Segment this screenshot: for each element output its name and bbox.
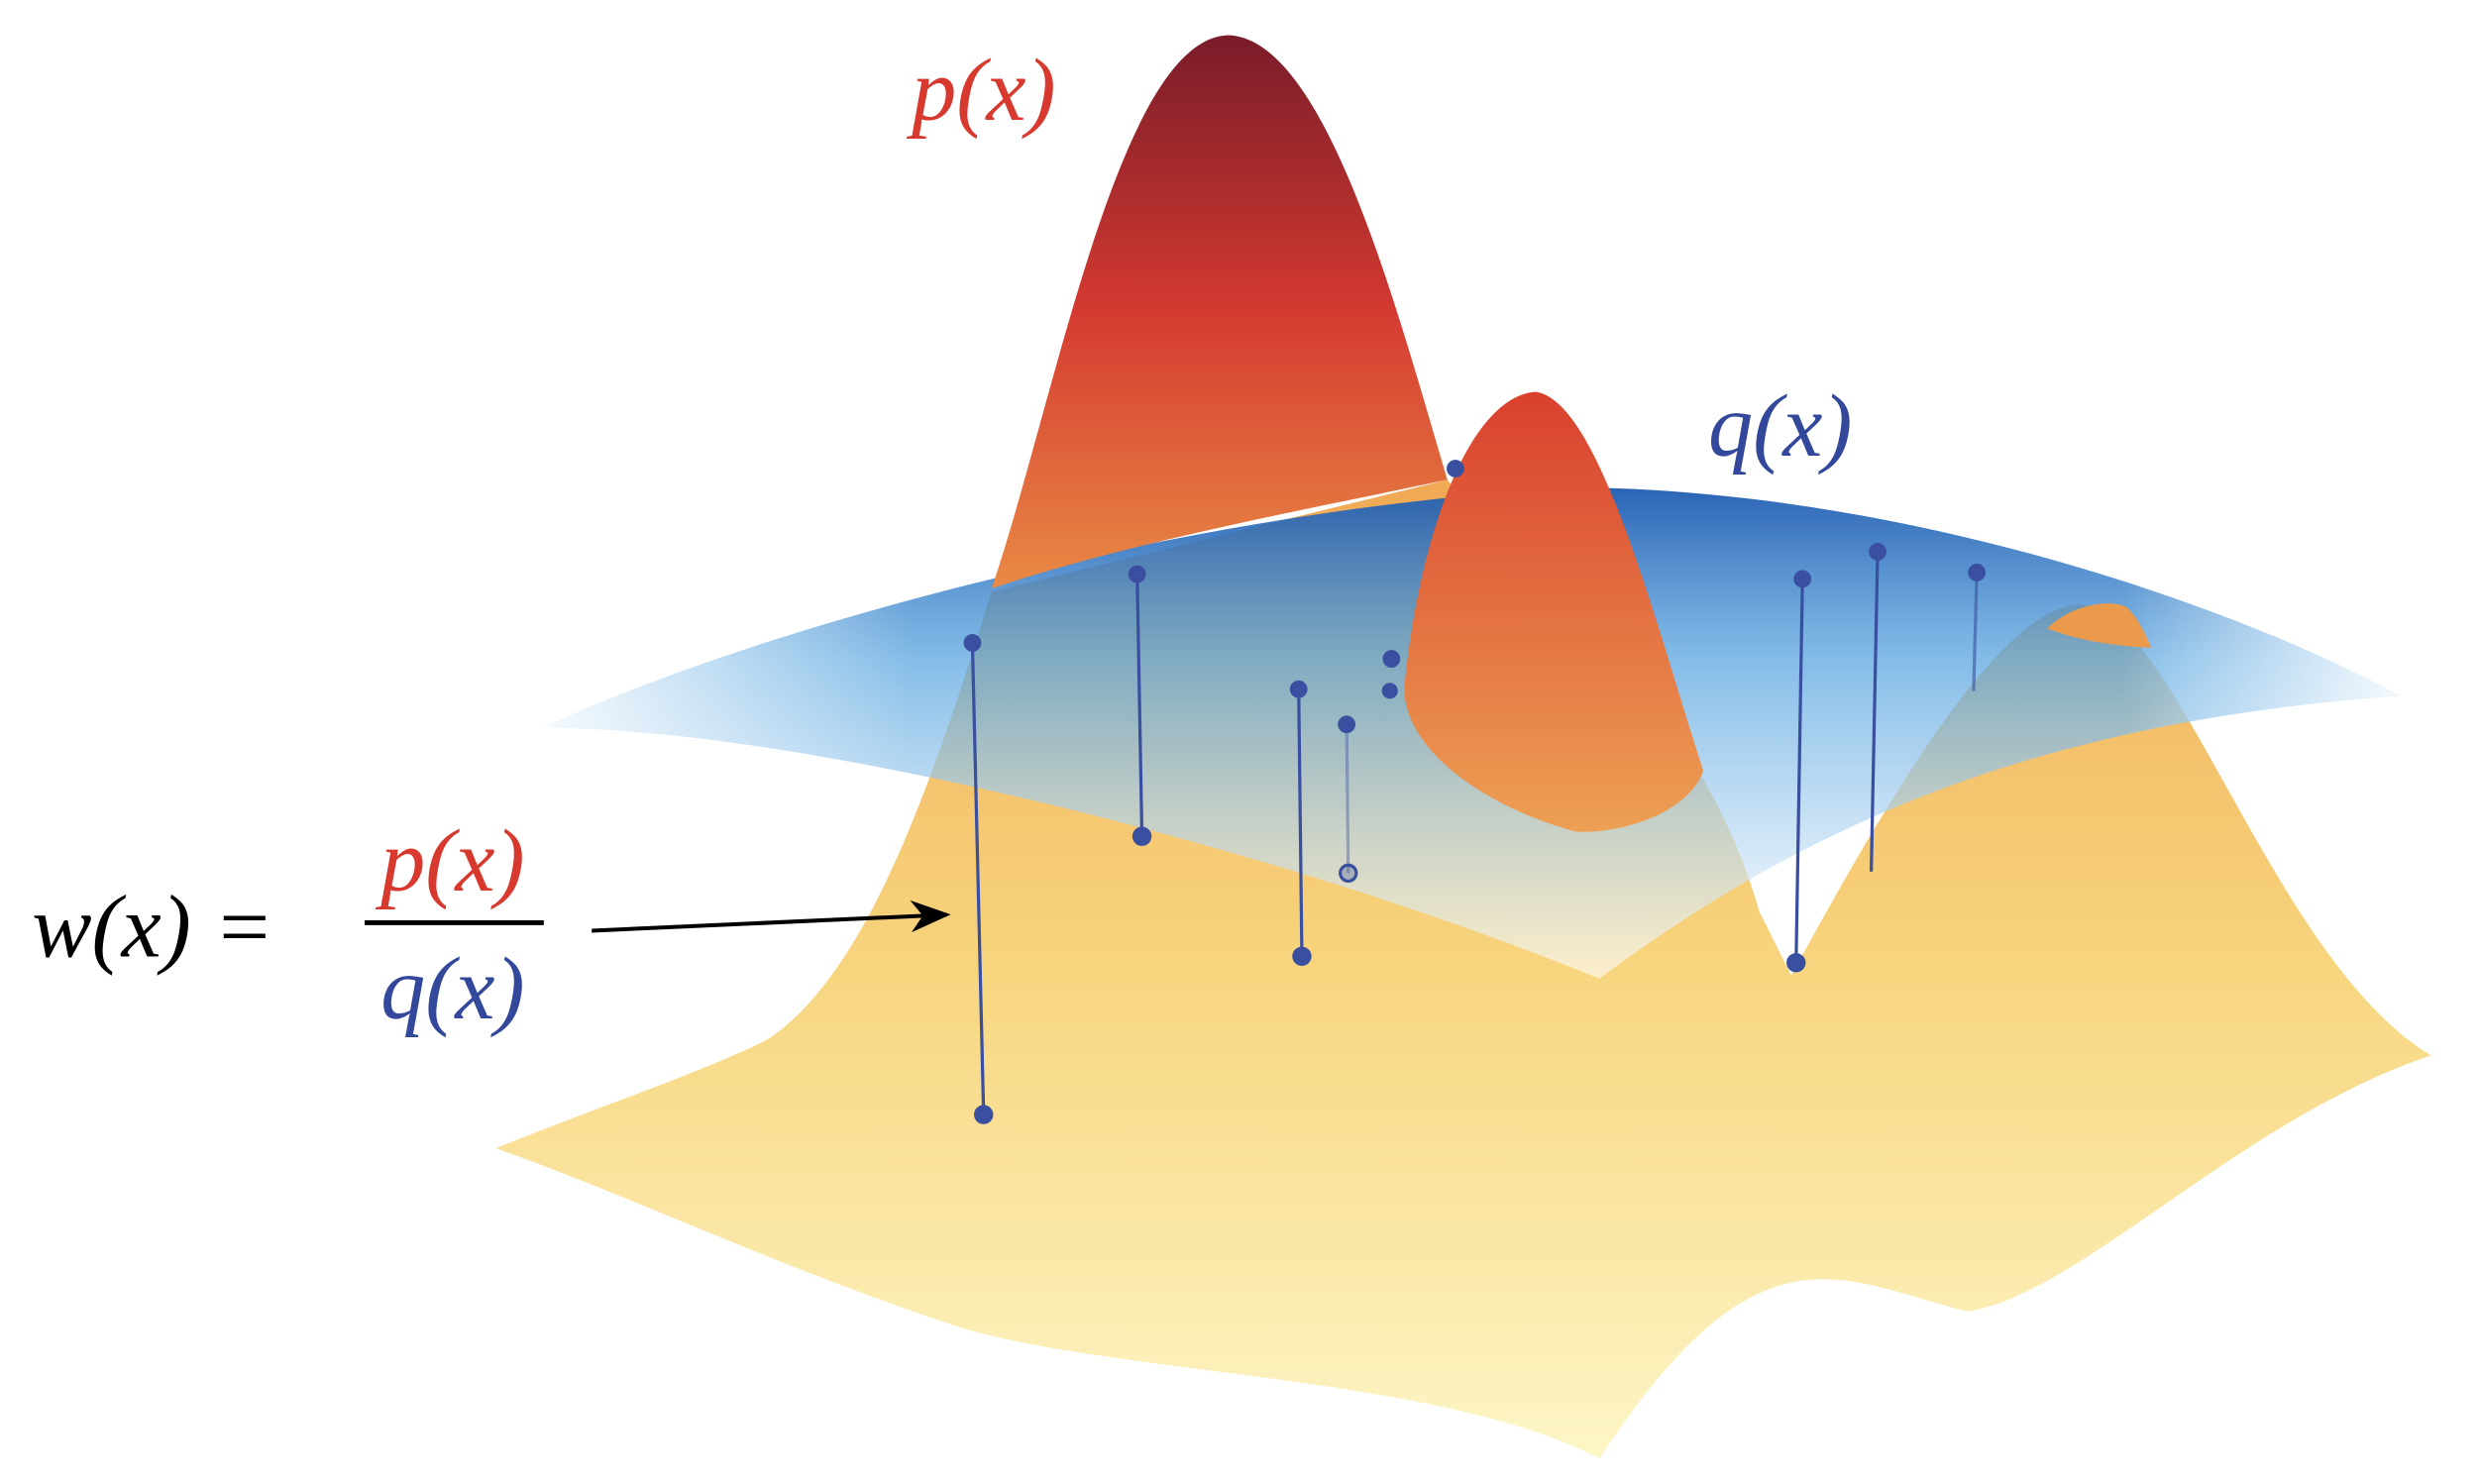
- q-label: q(x): [1708, 375, 1853, 476]
- equation-lhs: w(x) =: [32, 876, 273, 976]
- p-peak-second: [1404, 391, 1704, 832]
- p-peak-main: [991, 35, 1448, 589]
- p-peak-right: [2047, 603, 2152, 648]
- p-label: p(x): [906, 40, 1056, 140]
- sample-stems: [963, 460, 1987, 1124]
- arrow: [592, 900, 951, 933]
- equation-numerator: p(x): [375, 810, 525, 910]
- equation-denominator: q(x): [380, 938, 525, 1038]
